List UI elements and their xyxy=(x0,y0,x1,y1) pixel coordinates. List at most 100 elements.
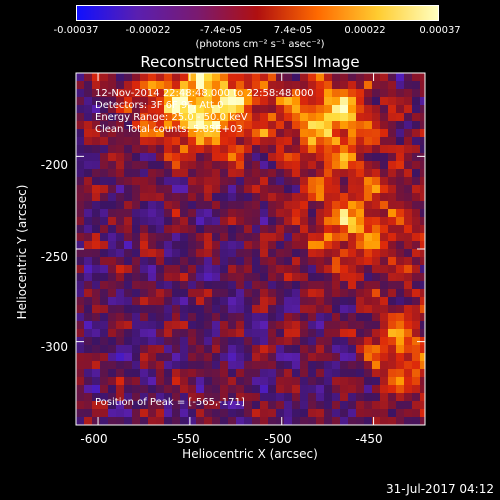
heatmap-cell xyxy=(228,217,236,225)
heatmap-cell xyxy=(396,297,404,305)
heatmap-cell xyxy=(236,129,244,137)
heatmap-cell xyxy=(100,393,108,401)
heatmap-cell xyxy=(228,169,236,177)
heatmap-cell xyxy=(252,289,260,297)
heatmap-cell xyxy=(244,313,252,321)
heatmap-cell xyxy=(420,161,425,169)
heatmap-cell xyxy=(108,105,116,113)
heatmap-cell xyxy=(276,313,284,321)
heatmap-cell xyxy=(100,385,108,393)
heatmap-cell xyxy=(156,289,164,297)
heatmap-cell xyxy=(148,281,156,289)
heatmap-cell xyxy=(188,369,196,377)
heatmap-cell xyxy=(172,113,180,121)
heatmap-cell xyxy=(332,385,340,393)
heatmap-cell xyxy=(276,257,284,265)
heatmap-cell xyxy=(212,81,220,89)
heatmap-cell xyxy=(300,97,308,105)
heatmap-cell xyxy=(276,81,284,89)
heatmap-cell xyxy=(348,249,356,257)
heatmap-cell xyxy=(332,257,340,265)
heatmap-cell xyxy=(204,353,212,361)
heatmap-cell xyxy=(124,289,132,297)
heatmap-cell xyxy=(404,337,412,345)
heatmap-cell xyxy=(108,401,116,409)
heatmap-cell xyxy=(364,73,372,81)
heatmap-cell xyxy=(220,113,228,121)
heatmap-cell xyxy=(92,201,100,209)
heatmap-cell xyxy=(76,313,84,321)
heatmap-cell xyxy=(316,385,324,393)
heatmap-cell xyxy=(412,233,420,241)
heatmap-cell xyxy=(124,217,132,225)
heatmap-cell xyxy=(180,217,188,225)
heatmap-cell xyxy=(236,145,244,153)
heatmap-cell xyxy=(404,121,412,129)
heatmap-cell xyxy=(140,209,148,217)
heatmap-cell xyxy=(164,393,172,401)
heatmap-cell xyxy=(220,137,228,145)
heatmap-cell xyxy=(356,89,364,97)
heatmap-cell xyxy=(108,113,116,121)
heatmap-cell xyxy=(172,273,180,281)
heatmap-cell xyxy=(212,177,220,185)
heatmap-cell xyxy=(372,185,380,193)
heatmap-cell xyxy=(244,177,252,185)
heatmap-cell xyxy=(316,153,324,161)
heatmap-cell xyxy=(140,161,148,169)
heatmap-cell xyxy=(172,137,180,145)
heatmap-cell xyxy=(148,377,156,385)
heatmap-cell xyxy=(76,73,84,81)
heatmap-cell xyxy=(268,161,276,169)
heatmap-cell xyxy=(372,337,380,345)
heatmap-cell xyxy=(172,169,180,177)
heatmap-cell xyxy=(116,169,124,177)
heatmap-cell xyxy=(172,401,180,409)
heatmap-cell xyxy=(284,81,292,89)
heatmap-cell xyxy=(324,153,332,161)
heatmap-cell xyxy=(188,153,196,161)
heatmap-cell xyxy=(356,345,364,353)
heatmap-cell xyxy=(236,233,244,241)
heatmap-cell xyxy=(372,233,380,241)
axis-ticks xyxy=(76,73,425,425)
heatmap-cell xyxy=(300,129,308,137)
heatmap-cell xyxy=(388,225,396,233)
heatmap-cell xyxy=(300,81,308,89)
heatmap-cell xyxy=(300,161,308,169)
heatmap-cell xyxy=(116,185,124,193)
heatmap-cell xyxy=(180,401,188,409)
heatmap-cell xyxy=(212,417,220,425)
heatmap-cell xyxy=(116,113,124,121)
heatmap-cell xyxy=(84,81,92,89)
heatmap-cell xyxy=(204,209,212,217)
heatmap-cell xyxy=(404,249,412,257)
heatmap-cell xyxy=(324,409,332,417)
heatmap-cell xyxy=(76,193,84,201)
heatmap-cell xyxy=(308,321,316,329)
heatmap-cell xyxy=(284,193,292,201)
heatmap-cell xyxy=(212,289,220,297)
heatmap-cell xyxy=(108,313,116,321)
heatmap-cell xyxy=(164,273,172,281)
heatmap-cell xyxy=(292,257,300,265)
heatmap-cell xyxy=(284,73,292,81)
heatmap-cell xyxy=(252,89,260,97)
heatmap-cell xyxy=(172,377,180,385)
heatmap-cell xyxy=(180,353,188,361)
heatmap-cell xyxy=(268,201,276,209)
heatmap-cell xyxy=(332,185,340,193)
heatmap-cell xyxy=(164,73,172,81)
heatmap-cell xyxy=(372,377,380,385)
heatmap-cell xyxy=(92,321,100,329)
heatmap-cell xyxy=(348,161,356,169)
heatmap-cell xyxy=(348,353,356,361)
heatmap-cell xyxy=(364,113,372,121)
heatmap-cell xyxy=(348,169,356,177)
heatmap-cell xyxy=(236,393,244,401)
heatmap-cell xyxy=(404,217,412,225)
heatmap-cell xyxy=(404,305,412,313)
heatmap-cell xyxy=(84,369,92,377)
heatmap-cell xyxy=(92,345,100,353)
heatmap-cell xyxy=(140,265,148,273)
